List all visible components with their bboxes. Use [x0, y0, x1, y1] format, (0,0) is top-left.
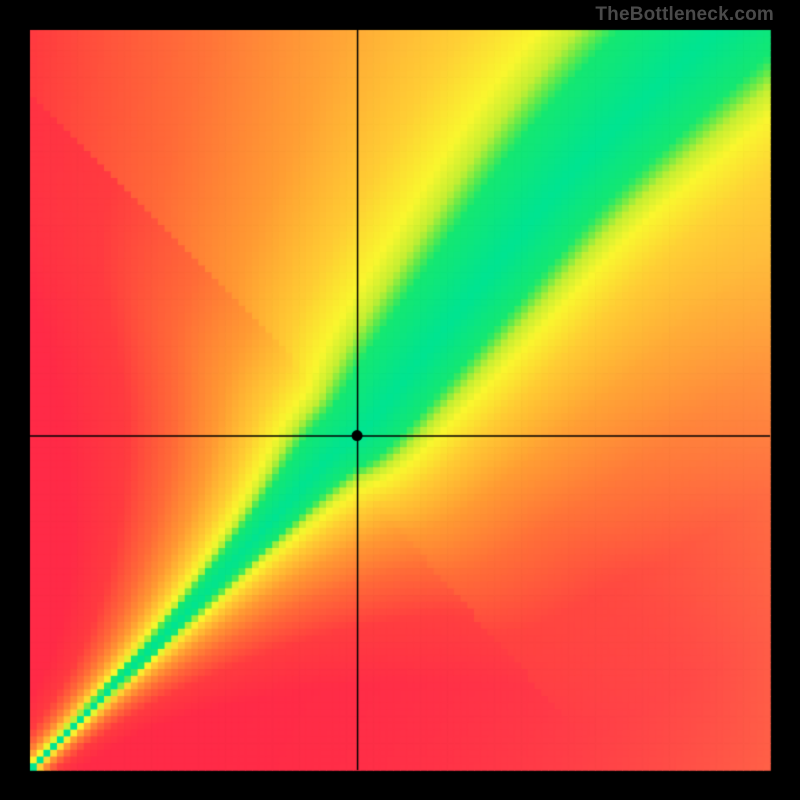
chart-frame: { "watermark": { "text": "TheBottleneck.…	[0, 0, 800, 800]
bottleneck-heatmap	[0, 0, 800, 800]
watermark-text: TheBottleneck.com	[595, 4, 774, 26]
